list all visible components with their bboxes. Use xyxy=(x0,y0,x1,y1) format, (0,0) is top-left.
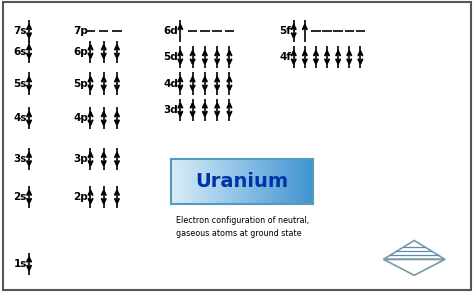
Text: 5f: 5f xyxy=(280,26,292,36)
Text: 1s: 1s xyxy=(13,259,27,269)
Text: 6s: 6s xyxy=(13,46,27,57)
Text: 4s: 4s xyxy=(13,113,27,124)
Text: 3p: 3p xyxy=(73,154,88,164)
Text: 5p: 5p xyxy=(73,79,88,88)
Text: 4f: 4f xyxy=(279,52,292,62)
Text: Electron configuration of neutral,: Electron configuration of neutral, xyxy=(175,216,309,225)
Text: 3s: 3s xyxy=(13,154,27,164)
Text: 4p: 4p xyxy=(73,113,88,124)
Text: 3d: 3d xyxy=(163,105,178,115)
Text: 5d: 5d xyxy=(163,52,178,62)
Text: 2p: 2p xyxy=(73,192,88,202)
Text: 6p: 6p xyxy=(73,46,88,57)
Text: 4d: 4d xyxy=(163,79,178,88)
Text: 6d: 6d xyxy=(163,26,178,36)
Text: 2s: 2s xyxy=(13,192,27,202)
Text: 5s: 5s xyxy=(13,79,27,88)
Text: 7s: 7s xyxy=(13,26,27,36)
Text: gaseous atoms at ground state: gaseous atoms at ground state xyxy=(175,229,301,238)
Text: 7p: 7p xyxy=(73,26,88,36)
